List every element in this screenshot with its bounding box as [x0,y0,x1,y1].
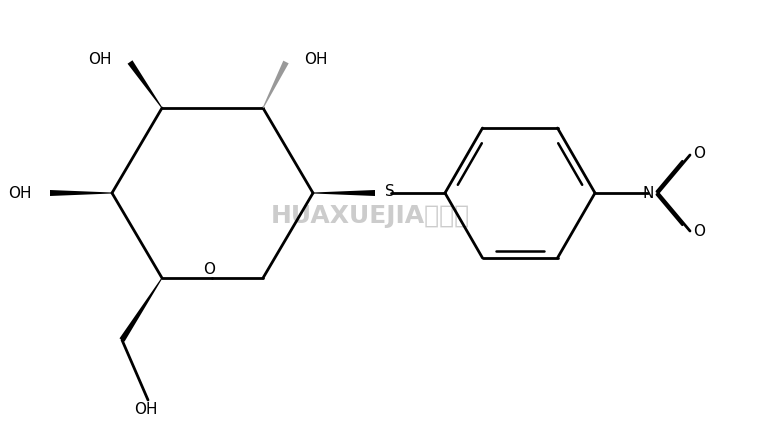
Text: S: S [385,184,395,200]
Text: OH: OH [88,51,112,67]
Text: OH: OH [134,401,157,416]
Text: OH: OH [304,51,327,67]
Polygon shape [263,60,289,108]
Polygon shape [313,190,375,196]
Text: HUAXUEJIA化学加: HUAXUEJIA化学加 [270,204,469,228]
Text: OH: OH [8,185,32,200]
Text: O: O [693,225,705,239]
Polygon shape [50,190,112,196]
Text: N: N [642,185,654,200]
Text: O: O [203,263,215,277]
Polygon shape [120,278,162,342]
Text: O: O [693,146,705,162]
Polygon shape [127,60,162,108]
